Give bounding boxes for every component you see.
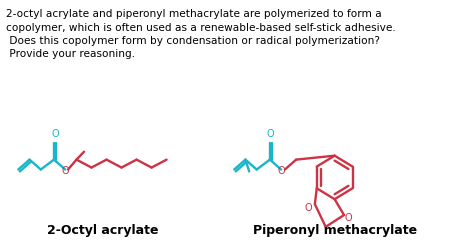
Text: 2-octyl acrylate and piperonyl methacrylate are polymerized to form a: 2-octyl acrylate and piperonyl methacryl… <box>6 9 382 19</box>
Text: copolymer, which is often used as a renewable-based self-stick adhesive.: copolymer, which is often used as a rene… <box>6 23 396 33</box>
Text: O: O <box>267 129 274 139</box>
Text: O: O <box>277 166 285 175</box>
Text: Does this copolymer form by condensation or radical polymerization?: Does this copolymer form by condensation… <box>6 36 380 46</box>
Text: O: O <box>51 129 59 139</box>
Text: O: O <box>345 213 353 223</box>
Text: Piperonyl methacrylate: Piperonyl methacrylate <box>253 224 417 237</box>
Text: O: O <box>62 166 69 175</box>
Text: Provide your reasoning.: Provide your reasoning. <box>6 49 135 59</box>
Text: 2-Octyl acrylate: 2-Octyl acrylate <box>47 224 158 237</box>
Text: O: O <box>304 203 312 213</box>
